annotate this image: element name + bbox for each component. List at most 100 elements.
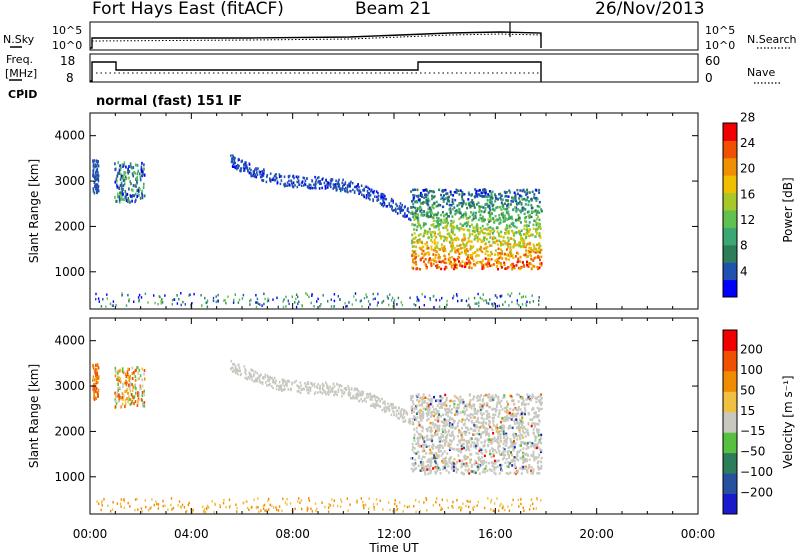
velocity-echo (356, 397, 358, 400)
velocity-echo (180, 506, 181, 509)
velocity-echo (441, 406, 443, 409)
velocity-echo (299, 502, 300, 505)
velocity-echo (107, 505, 108, 508)
power-echo (442, 227, 444, 230)
velocity-echo (373, 405, 375, 408)
velocity-echo (486, 430, 488, 433)
velocity-echo (392, 510, 393, 513)
velocity-echo (382, 508, 383, 511)
power-echo (401, 204, 403, 207)
velocity-echo (275, 382, 277, 385)
power-echo (492, 232, 494, 235)
velocity-echo (268, 508, 269, 511)
power-echo (382, 193, 384, 196)
power-echo (348, 185, 350, 188)
velocity-echo (246, 501, 247, 504)
velocity-echo (126, 375, 128, 378)
power-echo (479, 261, 481, 264)
power-echo (349, 190, 351, 193)
velocity-echo (439, 504, 440, 507)
velocity-echo (130, 390, 132, 393)
power-echo (278, 306, 279, 309)
velocity-echo (466, 404, 468, 407)
velocity-echo (529, 458, 531, 461)
velocity-echo (487, 445, 489, 448)
power-echo (465, 244, 467, 247)
velocity-echo (268, 498, 269, 501)
velocity-echo (475, 447, 477, 450)
velocity-echo (529, 508, 530, 511)
velocity-echo (336, 394, 338, 397)
power-echo (444, 261, 446, 264)
power-echo (505, 199, 507, 202)
velocity-echo (520, 433, 522, 436)
power-echo (128, 300, 129, 303)
power-echo (518, 217, 520, 220)
velocity-echo (514, 456, 516, 459)
velocity-echo (520, 422, 522, 425)
power-colorbar-swatch-9 (723, 123, 737, 141)
power-echo (461, 205, 463, 208)
power-echo (378, 199, 380, 202)
power-echo (464, 222, 466, 225)
power-echo (539, 201, 541, 204)
velocity-echo (391, 414, 393, 417)
power-echo (381, 301, 382, 304)
power-echo (325, 187, 327, 190)
power-echo (474, 188, 476, 191)
velocity-echo (360, 398, 362, 401)
power-echo (492, 228, 494, 231)
velocity-colorbar-swatch-5 (723, 391, 737, 412)
power-echo (415, 304, 416, 307)
velocity-echo (251, 506, 252, 509)
power-colorbar-swatch-6 (723, 175, 737, 193)
velocity-echo (296, 384, 298, 387)
power-echo (535, 220, 537, 223)
velocity-echo (135, 375, 137, 378)
velocity-echo (508, 461, 510, 464)
velocity-echo (143, 404, 145, 407)
power-echo (294, 301, 295, 304)
velocity-echo (265, 374, 267, 377)
power-echo (531, 267, 533, 270)
velocity-echo (256, 506, 257, 509)
velocity-ytick-label-3: 4000 (54, 334, 85, 348)
velocity-echo (232, 370, 234, 373)
power-echo (424, 230, 426, 233)
velocity-echo (424, 397, 426, 400)
power-echo (287, 184, 289, 187)
velocity-echo (521, 402, 523, 405)
power-echo (380, 195, 382, 198)
power-echo (438, 204, 440, 207)
velocity-echo (162, 500, 163, 503)
velocity-echo (125, 399, 127, 402)
velocity-echo (254, 373, 256, 376)
power-echo (517, 253, 519, 256)
velocity-echo (457, 422, 459, 425)
power-echo (488, 211, 490, 214)
velocity-echo (412, 418, 414, 421)
power-echo (306, 177, 308, 180)
velocity-echo (434, 419, 436, 422)
time-tick-label-5: 20:00 (579, 527, 614, 541)
velocity-echo (485, 394, 487, 397)
velocity-echo (531, 466, 533, 469)
velocity-echo (469, 393, 471, 396)
velocity-echo (401, 408, 403, 411)
velocity-echo (134, 395, 136, 398)
velocity-echo (477, 443, 479, 446)
velocity-echo (540, 461, 542, 464)
velocity-echo (184, 506, 185, 509)
power-echo (110, 303, 111, 306)
power-echo (517, 299, 518, 302)
power-echo (115, 200, 117, 203)
velocity-echo (422, 450, 424, 453)
power-echo (538, 189, 540, 192)
power-echo (517, 258, 519, 261)
power-echo (518, 230, 520, 233)
power-echo (121, 294, 122, 297)
power-echo (426, 203, 428, 206)
velocity-echo (411, 408, 413, 411)
velocity-echo (341, 500, 342, 503)
velocity-echo (418, 455, 420, 458)
